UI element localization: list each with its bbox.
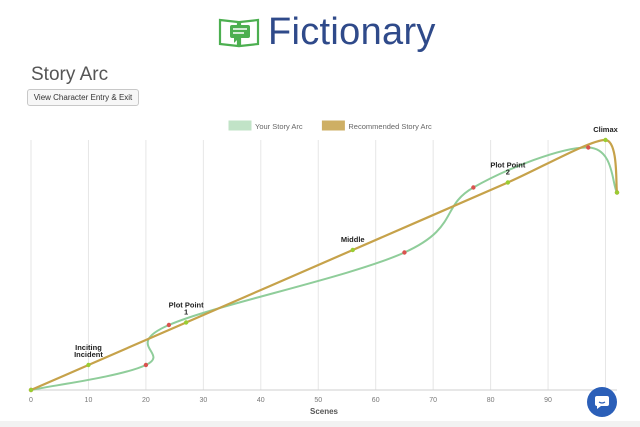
- book-chat-icon: [218, 16, 260, 48]
- annotation-line: Incident: [74, 350, 103, 359]
- legend-label: Recommended Story Arc: [348, 122, 432, 131]
- x-tick-label: 80: [487, 397, 495, 404]
- annotation-line: 1: [184, 308, 188, 317]
- x-tick-label: 10: [85, 397, 93, 404]
- annotation-label: Plot Point 1: [169, 301, 204, 317]
- your-arc-point: [471, 185, 476, 190]
- recommended-story-arc-line: [30, 138, 619, 392]
- annotation-label: Inciting Incident: [74, 343, 103, 359]
- recommended-arc-point: [603, 137, 608, 143]
- recommended-arc-point: [86, 362, 91, 368]
- x-tick-label: 30: [199, 397, 207, 404]
- footer-strip: [0, 421, 640, 427]
- story-arc-chart: 0102030405060708090100ScenesYour Story A…: [28, 120, 620, 416]
- your-arc-point: [166, 322, 172, 328]
- your-arc-point: [586, 145, 591, 150]
- x-tick-label: 70: [429, 397, 437, 404]
- annotation-label: Climax: [593, 125, 618, 134]
- recommended-arc-point: [505, 180, 511, 185]
- annotation-line: Plot Point: [169, 301, 204, 310]
- legend: Your Story Arc Recommended Story Arc: [228, 120, 432, 131]
- page-title: Story Arc: [31, 64, 109, 85]
- your-arc-point: [143, 362, 149, 368]
- annotation-line: Plot Point: [490, 161, 525, 170]
- x-tick-label: 50: [314, 397, 322, 404]
- annotation-line: Middle: [341, 235, 365, 244]
- x-axis-label: Scenes: [310, 407, 339, 416]
- legend-swatch: [321, 120, 345, 131]
- chat-bubble-icon[interactable]: [587, 387, 617, 417]
- legend-label: Your Story Arc: [255, 122, 303, 131]
- annotation-line: 2: [506, 168, 510, 177]
- x-tick-label: 60: [372, 397, 380, 404]
- recommended-arc-point: [28, 387, 34, 393]
- annotation-line: Inciting: [75, 343, 102, 352]
- annotation-label: Plot Point 2: [490, 161, 525, 177]
- brand-name: Fictionary: [268, 11, 436, 53]
- brand-logo: Fictionary: [218, 10, 436, 54]
- x-tick-label: 0: [29, 397, 33, 404]
- recommended-arc-point: [183, 320, 189, 325]
- your-story-arc-line: [30, 146, 618, 391]
- your-arc-point: [402, 250, 407, 255]
- annotation-label: Middle: [341, 235, 365, 244]
- annotation-line: Climax: [593, 125, 618, 134]
- recommended-arc-point: [350, 247, 355, 253]
- legend-swatch: [228, 120, 252, 131]
- x-tick-label: 20: [142, 397, 150, 404]
- x-tick-label: 90: [544, 397, 552, 404]
- recommended-arc-point: [614, 190, 620, 195]
- view-character-entry-exit-button[interactable]: View Character Entry & Exit: [27, 89, 139, 106]
- x-tick-label: 40: [257, 397, 265, 404]
